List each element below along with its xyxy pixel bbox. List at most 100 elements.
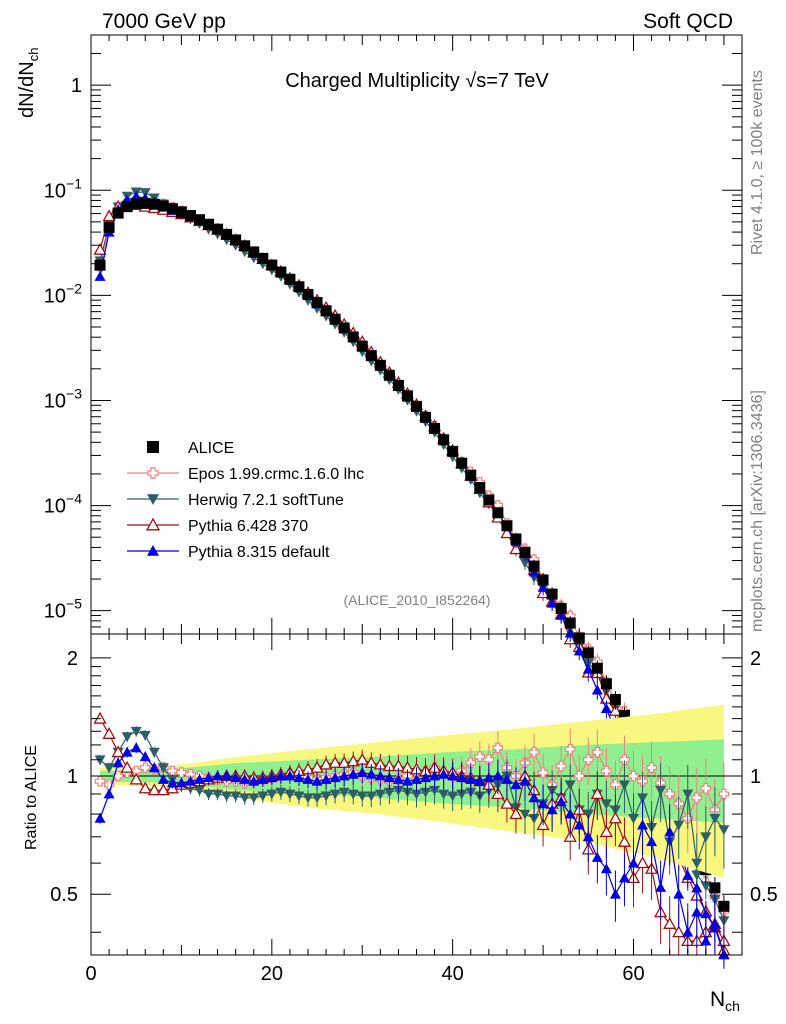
data-point (492, 507, 504, 519)
ratio-point (383, 787, 395, 798)
ratio-point (203, 772, 215, 783)
ratio-point (356, 767, 368, 778)
ratio-point (519, 809, 531, 820)
ratio-point (492, 770, 504, 781)
uncertainty-band-inner (100, 739, 724, 823)
ratio-point (537, 798, 549, 809)
data-point (130, 198, 142, 210)
ratio-point (564, 780, 576, 791)
ratio-point (374, 770, 386, 781)
ratio-point (221, 770, 233, 781)
ratio-point (284, 770, 296, 781)
data-point (483, 494, 495, 506)
data-point (329, 313, 341, 325)
ratio-point (582, 831, 594, 842)
ratio-point (365, 768, 377, 779)
legend-entry: Epos 1.99.crmc.1.6.0 lhc (127, 466, 364, 483)
legend-entry: Herwig 7.2.1 softTune (127, 492, 344, 509)
ratio-point (429, 785, 441, 796)
ratio-point (320, 773, 332, 784)
ratio-point (582, 809, 594, 820)
data-point (383, 369, 395, 381)
ratio-point (691, 792, 703, 804)
ratio-point (718, 788, 730, 800)
data-point (175, 206, 187, 218)
data-point (546, 588, 558, 600)
series-line-ratio (99, 730, 725, 864)
x-label-sub: ch (725, 998, 740, 1014)
data-point (618, 709, 630, 721)
ratio-point (438, 789, 450, 800)
ratio-point (465, 773, 477, 784)
rivet-label: Rivet 4.1.0, ≥ 100k events (749, 70, 766, 255)
ratio-point (483, 772, 495, 783)
ratio-point (93, 711, 107, 724)
data-point (501, 520, 513, 532)
ratio-point (411, 789, 422, 800)
ratio-point (546, 804, 558, 815)
data-point (248, 246, 260, 258)
ratio-point (365, 791, 377, 802)
data-point (302, 289, 314, 301)
ratio-point (311, 793, 323, 804)
ratio-point (328, 756, 342, 768)
ratio-point (411, 773, 422, 784)
ratio-point (637, 819, 649, 830)
svg-text:dN/dNch: dN/dNch (16, 48, 41, 118)
y-tick-label: 1 (71, 75, 82, 97)
ratio-point (664, 826, 676, 837)
ratio-point (528, 746, 540, 758)
legend-label: Pythia 8.315 default (188, 544, 330, 561)
ratio-point (537, 767, 549, 778)
ratio-point (329, 789, 341, 800)
data-point (537, 574, 549, 586)
data-point (94, 270, 106, 281)
ratio-point (646, 836, 658, 847)
ratio-point (356, 791, 368, 802)
data-point (401, 390, 413, 402)
ratio-point (682, 926, 694, 937)
data-point (121, 201, 133, 213)
ratio-point (302, 793, 314, 804)
data-point (591, 684, 603, 695)
legend-entry: Pythia 8.315 default (127, 544, 330, 561)
ratio-point (500, 796, 514, 809)
data-point (93, 242, 107, 255)
ratio-point (401, 775, 413, 786)
ratio-point (718, 825, 730, 836)
ratio-point (112, 770, 124, 782)
ratio-tick-label-right: 2 (750, 648, 761, 670)
ratio-point (456, 789, 468, 800)
ratio-point (617, 834, 632, 847)
x-tick-label: 20 (261, 963, 283, 985)
data-point (700, 881, 712, 892)
data-point (112, 207, 124, 219)
ratio-point (230, 772, 242, 783)
ratio-point (555, 796, 567, 807)
data-point (546, 597, 558, 608)
ratio-point (420, 772, 432, 783)
ratio-point (700, 783, 712, 794)
data-point (148, 198, 160, 210)
ratio-point (266, 772, 278, 783)
ratio-point (709, 918, 721, 929)
ratio-point (429, 770, 441, 781)
data-point (500, 526, 514, 539)
ratio-point (555, 760, 567, 772)
ratio-point (157, 773, 169, 784)
ratio-point (319, 757, 333, 770)
ratio-tick-label-right: 1 (750, 766, 761, 788)
series-4-ratio (94, 742, 730, 960)
ratio-point (655, 785, 667, 796)
legend-entry: ALICE (147, 440, 234, 457)
y-axis-label: dN/dNch (16, 48, 41, 118)
ratio-point (257, 773, 269, 784)
x-tick-label: 0 (85, 963, 96, 985)
ratio-point (148, 762, 160, 773)
series-line-ratio (99, 718, 725, 942)
data-point (203, 218, 215, 230)
legend-marker (147, 441, 159, 453)
data-point (347, 331, 359, 343)
ratio-point (635, 856, 650, 869)
